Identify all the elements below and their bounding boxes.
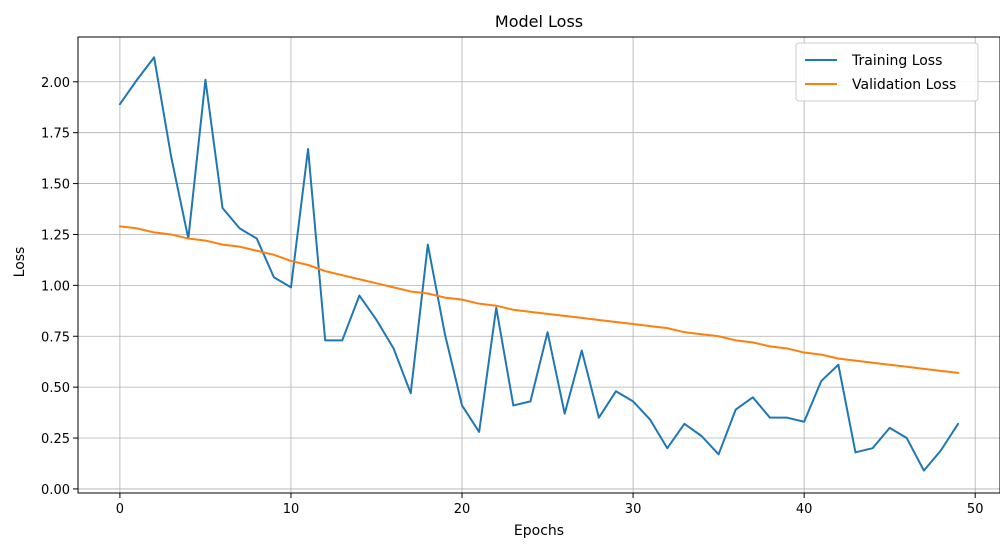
y-tick-label: 1.25 [41, 228, 70, 243]
x-tick-label: 40 [796, 502, 813, 517]
x-tick-label: 10 [283, 502, 300, 517]
legend-label-validation-loss: Validation Loss [852, 77, 956, 93]
series-line-validation-loss [118, 225, 960, 374]
y-tick-label: 1.00 [41, 279, 70, 294]
y-tick-label: 0.00 [41, 483, 70, 498]
plot-frame [77, 36, 1000, 494]
legend-label-training-loss: Training Loss [851, 53, 942, 69]
x-axis-label: Epochs [514, 523, 564, 539]
x-tick-label: 0 [116, 502, 124, 517]
y-axis-label: Loss [12, 247, 28, 278]
y-tick-label: 0.75 [41, 330, 70, 345]
y-tick-label: 0.50 [41, 381, 70, 396]
y-tick-label: 1.50 [41, 178, 70, 193]
series-line-training-loss [118, 56, 960, 472]
legend: Training Loss Validation Loss [795, 42, 979, 102]
x-tick-label: 50 [967, 502, 984, 517]
legend-box [795, 42, 979, 102]
axis-ticks: 0 10 20 30 40 50 0.00 0.25 0.50 0.75 1.00 1.25 1.50 1… [41, 76, 983, 517]
series-lines [118, 56, 960, 472]
y-tick-label: 2.00 [41, 76, 70, 91]
grid [78, 37, 1000, 493]
x-tick-label: 30 [625, 502, 642, 517]
x-tick-label: 20 [454, 502, 471, 517]
y-tick-label: 0.25 [41, 432, 70, 447]
y-tick-label: 1.75 [41, 127, 70, 142]
chart-title: Model Loss [495, 12, 583, 31]
